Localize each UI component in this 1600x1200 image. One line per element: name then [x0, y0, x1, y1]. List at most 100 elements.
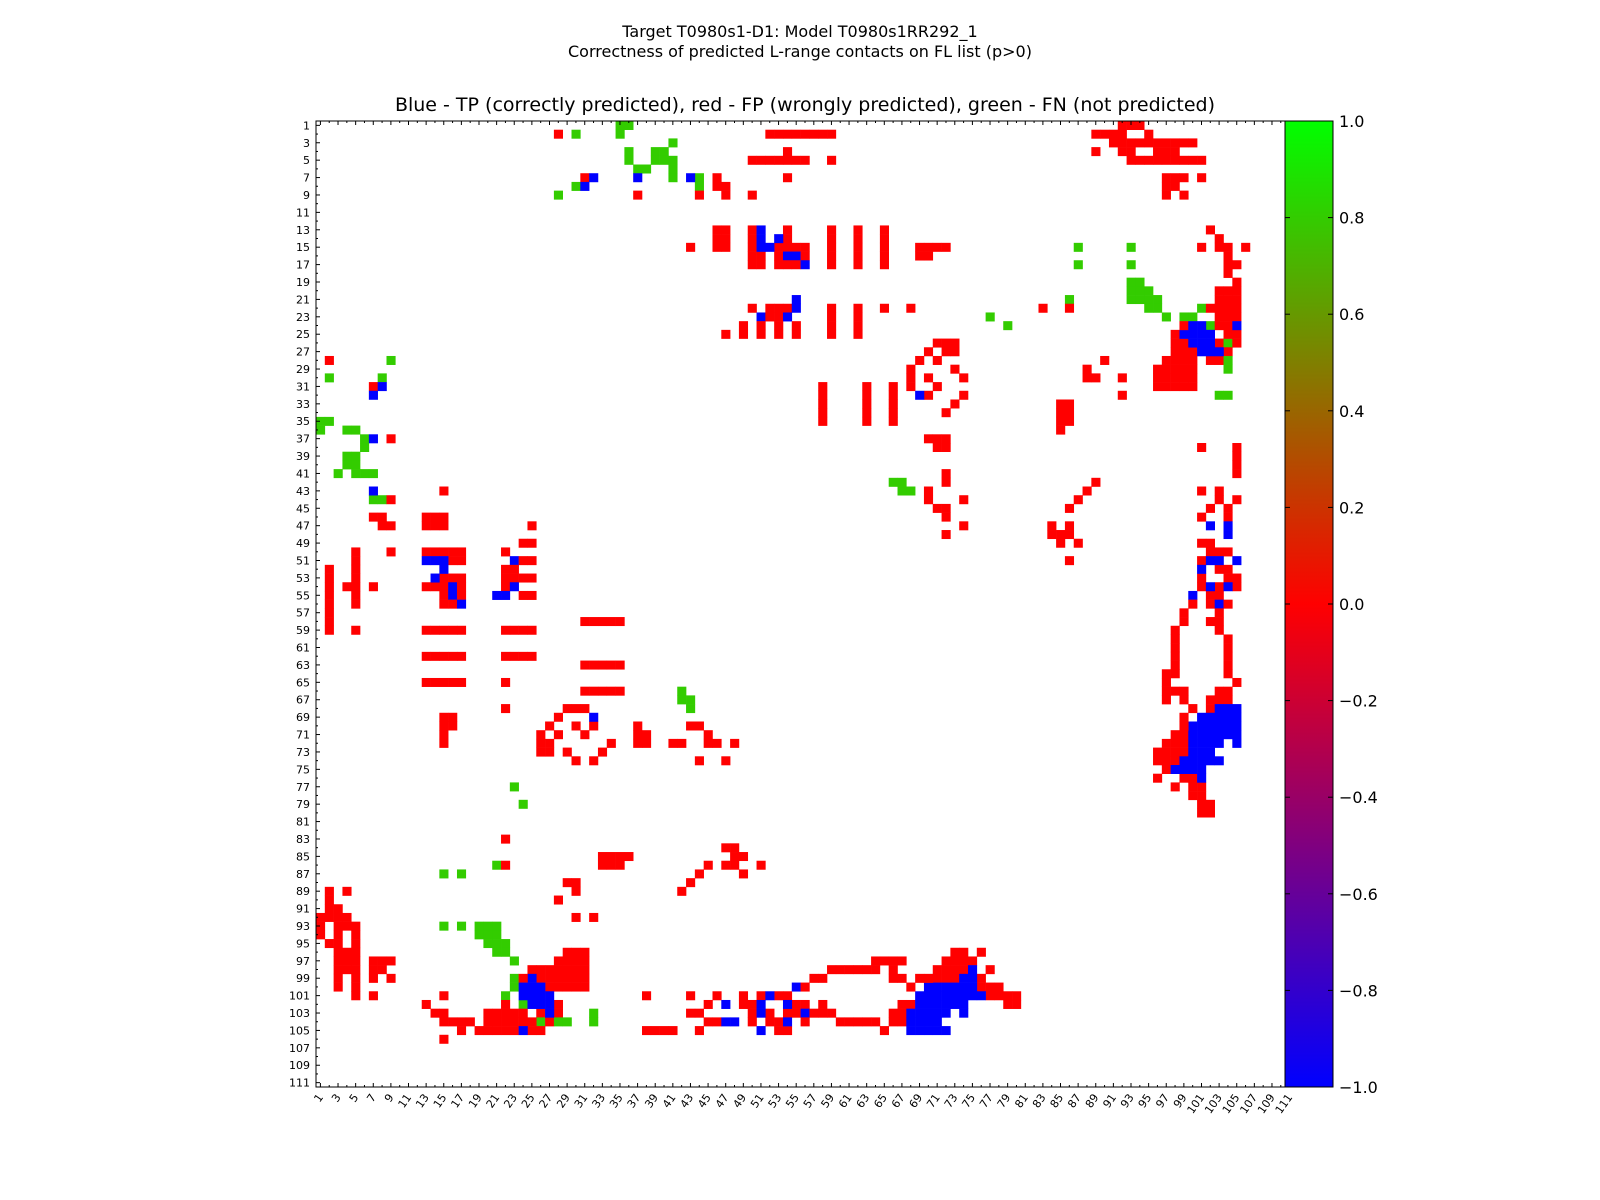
contact-cell-fp	[800, 242, 810, 252]
contact-cell-fp	[1188, 364, 1198, 374]
contact-cell-fp	[1188, 347, 1198, 357]
contact-cell-tp	[580, 181, 590, 191]
contact-cell-fp	[915, 973, 925, 983]
contact-cell-fp	[1073, 495, 1083, 505]
contact-cell-tp	[976, 991, 986, 1001]
contact-cell-fp	[1135, 155, 1145, 165]
contact-cell-tp	[1214, 599, 1224, 609]
contact-cell-fp	[527, 573, 537, 583]
contact-cell-fp	[800, 999, 810, 1009]
contact-cell-fp	[518, 625, 528, 635]
y-tick-label: 3	[303, 137, 310, 150]
contact-cell-tp	[527, 982, 537, 992]
contact-cell-fp	[589, 660, 599, 670]
contact-cell-fp	[1161, 756, 1171, 766]
contact-cell-fp	[871, 956, 881, 966]
contact-cell-fn	[483, 921, 493, 931]
contact-cell-tp	[1205, 738, 1215, 748]
contact-cell-fp	[509, 625, 519, 635]
contact-cell-fp	[501, 860, 511, 870]
contact-cell-fp	[351, 973, 361, 983]
contact-cell-fp	[862, 408, 872, 418]
contact-cell-fp	[853, 225, 863, 235]
contact-cell-fp	[782, 242, 793, 252]
contact-cell-fp	[448, 651, 458, 661]
contact-cell-fp	[1161, 181, 1171, 191]
x-tick-label: 19	[466, 1092, 485, 1111]
contact-cell-fp	[782, 991, 793, 1001]
contact-cell-fp	[333, 930, 343, 940]
contact-cell-fn	[377, 373, 387, 383]
contact-cell-fp	[439, 991, 449, 1001]
contact-cell-fp	[703, 738, 713, 748]
contact-cell-fp	[1064, 408, 1075, 418]
colorbar-tick-label: −0.8	[1339, 981, 1378, 1000]
x-tick-label: 103	[1202, 1092, 1225, 1117]
contact-cell-fp	[1214, 242, 1224, 252]
contact-cell-fp	[827, 321, 837, 331]
contact-cell-fp	[351, 590, 361, 600]
x-tick-label: 59	[818, 1092, 837, 1111]
contact-cell-fp	[1197, 443, 1207, 452]
contact-cell-fp	[721, 860, 731, 870]
contact-cell-fp	[932, 443, 942, 452]
contact-cell-fp	[509, 651, 519, 661]
contact-cell-fp	[1223, 242, 1233, 252]
contact-cell-fp	[1214, 321, 1224, 331]
contact-cell-fn	[1223, 390, 1233, 400]
contact-cell-fp	[809, 973, 819, 983]
contact-cell-fp	[782, 234, 793, 244]
contact-cell-fp	[1179, 364, 1189, 374]
contact-cell-fp	[835, 965, 845, 975]
contact-cell-fp	[1232, 451, 1242, 461]
contact-cell-fp	[1170, 756, 1180, 766]
contact-cell-fp	[377, 521, 387, 531]
contact-cell-fp	[756, 251, 766, 261]
y-tick-label: 9	[303, 189, 310, 202]
figure-title: Target T0980s1-D1: Model T0980s1RR292_1 …	[0, 22, 1600, 62]
contact-cell-fp	[774, 251, 784, 261]
contact-cell-fp	[536, 747, 546, 757]
contact-cell-fp	[597, 686, 608, 696]
contact-cell-tp	[1188, 765, 1198, 774]
contact-cell-fp	[827, 251, 837, 261]
contact-cell-fp	[747, 1017, 757, 1027]
contact-cell-tp	[791, 251, 801, 261]
contact-cell-fp	[1064, 521, 1075, 531]
contact-cell-fp	[571, 982, 581, 992]
contact-cell-fp	[1214, 547, 1224, 557]
contact-cell-fp	[580, 973, 590, 983]
contact-cell-fp	[897, 973, 907, 983]
contact-cell-tp	[1223, 704, 1233, 714]
contact-cell-fp	[1126, 121, 1136, 130]
contact-cell-fn	[686, 704, 696, 714]
contact-cell-fp	[580, 660, 590, 670]
y-tick-label: 101	[289, 990, 310, 1003]
x-tick-label: 71	[924, 1092, 943, 1111]
contact-cell-fp	[377, 956, 387, 966]
y-tick-label: 71	[296, 729, 310, 742]
contact-cell-fp	[818, 408, 828, 418]
y-tick-label: 29	[296, 363, 310, 376]
contact-cell-fp	[1170, 147, 1180, 157]
contact-cell-fn	[633, 164, 643, 174]
contact-cell-fp	[465, 1017, 475, 1027]
y-tick-label: 39	[296, 450, 310, 463]
contact-cell-tp	[1197, 730, 1207, 740]
y-tick-label: 77	[296, 781, 310, 794]
contact-cell-fn	[368, 469, 378, 479]
colorbar	[1284, 120, 1334, 1088]
x-tick-label: 93	[1118, 1092, 1137, 1111]
contact-cell-fn	[501, 939, 511, 949]
contact-cell-fp	[747, 225, 757, 235]
contact-cell-fn	[439, 869, 449, 879]
contact-cell-fp	[1232, 295, 1242, 305]
contact-cell-fp	[448, 721, 458, 731]
contact-cell-fp	[774, 1017, 784, 1027]
contact-cell-fp	[1091, 477, 1101, 487]
contact-cell-fn	[316, 425, 326, 435]
contact-cell-fp	[642, 730, 652, 740]
colorbar-tick-label: −1.0	[1339, 1078, 1378, 1097]
contact-cell-fp	[615, 660, 625, 670]
contact-cell-fp	[1153, 373, 1163, 383]
